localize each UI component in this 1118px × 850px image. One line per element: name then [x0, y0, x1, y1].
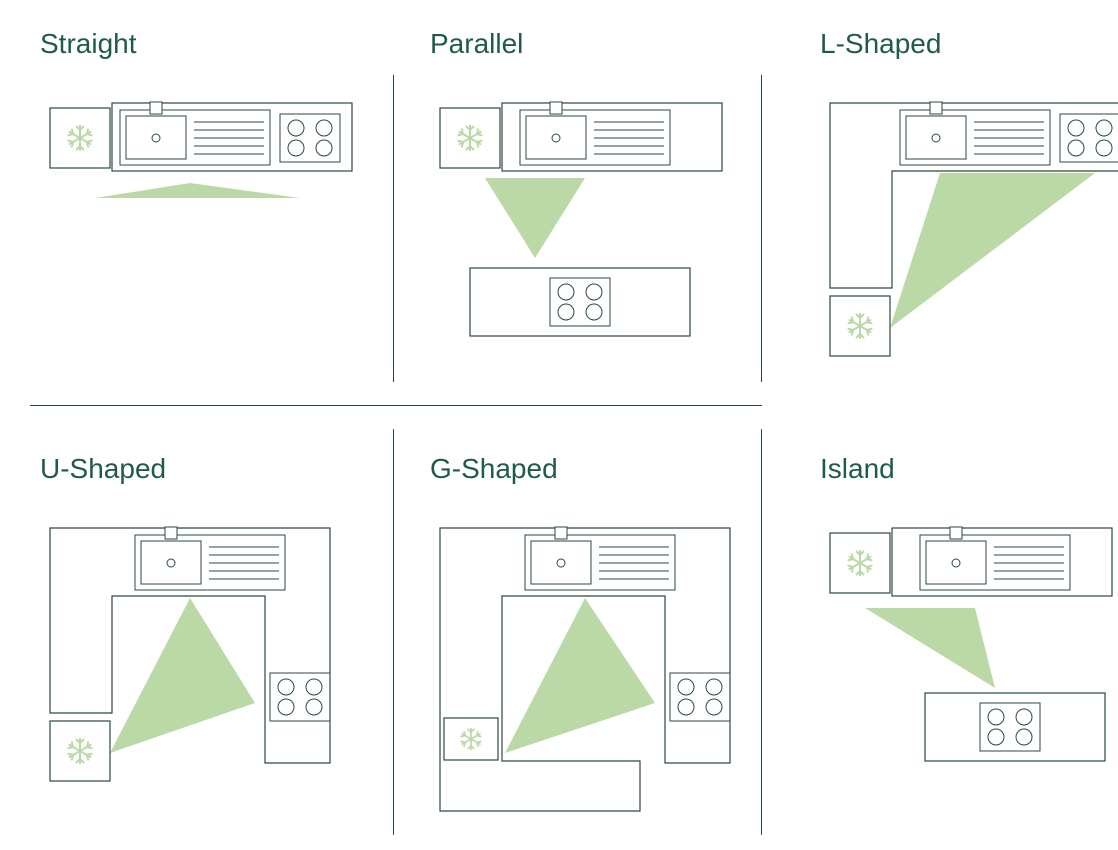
cell-lshaped: L-Shaped	[780, 0, 1118, 425]
title-ushaped: U-Shaped	[40, 453, 360, 485]
work-triangle	[95, 183, 300, 198]
title-lshaped: L-Shaped	[820, 28, 1118, 60]
diagram-island	[820, 503, 1118, 813]
title-island: Island	[820, 453, 1118, 485]
layout-grid: Straight Parallel	[0, 0, 1118, 850]
work-triangle	[485, 178, 585, 258]
diagram-lshaped	[820, 78, 1118, 388]
diagram-straight	[40, 78, 360, 388]
title-straight: Straight	[40, 28, 360, 60]
diagram-parallel	[430, 78, 750, 388]
cell-gshaped: G-Shaped	[390, 425, 780, 850]
work-triangle	[890, 173, 1095, 328]
title-parallel: Parallel	[430, 28, 750, 60]
work-triangle	[110, 598, 255, 753]
diagram-ushaped	[40, 503, 360, 813]
work-triangle	[865, 608, 995, 688]
diagram-gshaped	[430, 503, 750, 813]
cell-straight: Straight	[0, 0, 390, 425]
work-triangle	[505, 598, 655, 753]
title-gshaped: G-Shaped	[430, 453, 750, 485]
cell-island: Island	[780, 425, 1118, 850]
cell-parallel: Parallel	[390, 0, 780, 425]
cell-ushaped: U-Shaped	[0, 425, 390, 850]
